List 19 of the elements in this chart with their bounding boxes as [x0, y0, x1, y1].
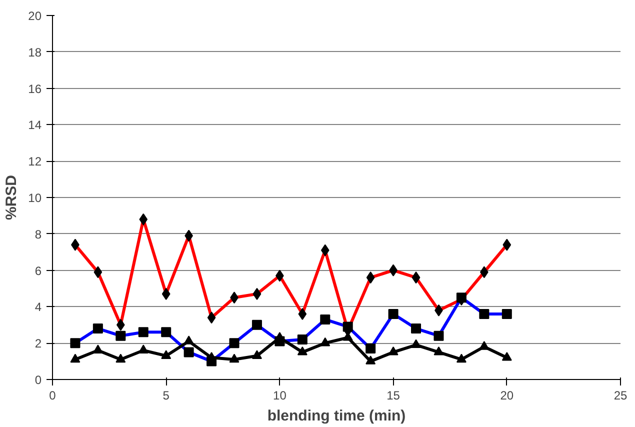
y-tick-label: 0: [34, 373, 42, 387]
y-tick-label: 12: [28, 154, 42, 169]
y-tick-label: 16: [28, 82, 42, 96]
y-tick-label: 6: [34, 264, 42, 278]
x-tick-label: 20: [500, 388, 514, 402]
x-axis-title: blending time (min): [267, 408, 406, 424]
y-tick-label: 2: [34, 336, 42, 351]
y-axis-title: %RSD: [3, 174, 20, 220]
y-tick-label: 14: [28, 118, 42, 132]
y-tick-label: 10: [28, 191, 42, 205]
y-tick-label: 8: [34, 227, 42, 242]
x-tick-label: 5: [162, 388, 170, 402]
x-tick-label: 0: [49, 388, 56, 402]
x-tick-label: 25: [614, 388, 628, 402]
x-tick-label: 15: [386, 388, 400, 402]
y-tick-label: 4: [34, 300, 42, 314]
x-tick-label: 10: [273, 388, 287, 402]
y-tick-label: 20: [28, 9, 42, 23]
y-tick-label: 18: [28, 45, 42, 60]
